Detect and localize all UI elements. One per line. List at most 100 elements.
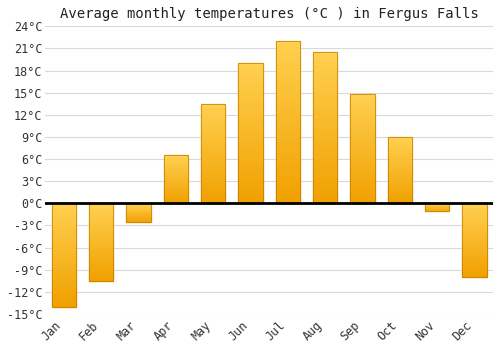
Bar bbox=[164, 198, 188, 199]
Bar bbox=[276, 41, 300, 203]
Bar bbox=[313, 179, 338, 181]
Bar bbox=[238, 152, 262, 154]
Bar bbox=[462, 249, 486, 251]
Bar bbox=[276, 93, 300, 94]
Bar bbox=[462, 251, 486, 253]
Bar bbox=[238, 154, 262, 155]
Bar bbox=[201, 128, 226, 130]
Bar bbox=[201, 196, 226, 198]
Bar bbox=[276, 135, 300, 137]
Bar bbox=[462, 273, 486, 275]
Bar bbox=[89, 231, 114, 233]
Bar bbox=[350, 120, 374, 122]
Bar bbox=[388, 196, 412, 198]
Bar bbox=[276, 142, 300, 144]
Bar bbox=[89, 266, 114, 268]
Bar bbox=[313, 58, 338, 60]
Bar bbox=[350, 153, 374, 155]
Bar bbox=[462, 275, 486, 277]
Bar bbox=[462, 257, 486, 259]
Bar bbox=[313, 111, 338, 113]
Bar bbox=[52, 205, 76, 207]
Bar bbox=[52, 279, 76, 281]
Bar bbox=[313, 115, 338, 117]
Bar bbox=[238, 69, 262, 71]
Bar bbox=[350, 179, 374, 181]
Bar bbox=[388, 168, 412, 170]
Bar bbox=[313, 192, 338, 194]
Bar bbox=[201, 179, 226, 181]
Bar bbox=[313, 135, 338, 137]
Bar bbox=[89, 209, 114, 211]
Bar bbox=[350, 166, 374, 168]
Bar bbox=[350, 136, 374, 139]
Bar bbox=[164, 168, 188, 170]
Bar bbox=[52, 207, 76, 209]
Bar bbox=[238, 141, 262, 142]
Bar bbox=[201, 166, 226, 168]
Bar bbox=[313, 159, 338, 161]
Bar bbox=[313, 65, 338, 67]
Bar bbox=[350, 162, 374, 164]
Bar bbox=[313, 118, 338, 120]
Bar bbox=[388, 148, 412, 150]
Bar bbox=[276, 85, 300, 87]
Bar bbox=[313, 161, 338, 163]
Bar bbox=[201, 152, 226, 154]
Bar bbox=[313, 201, 338, 203]
Bar bbox=[313, 85, 338, 87]
Bar bbox=[350, 161, 374, 162]
Bar bbox=[276, 172, 300, 174]
Bar bbox=[350, 188, 374, 190]
Bar bbox=[276, 198, 300, 199]
Bar bbox=[201, 150, 226, 152]
Bar bbox=[238, 96, 262, 98]
Bar bbox=[52, 222, 76, 224]
Bar bbox=[388, 183, 412, 185]
Bar bbox=[313, 96, 338, 98]
Bar bbox=[238, 117, 262, 118]
Bar bbox=[89, 255, 114, 257]
Bar bbox=[388, 137, 412, 203]
Bar bbox=[350, 164, 374, 166]
Bar bbox=[313, 148, 338, 150]
Bar bbox=[238, 85, 262, 87]
Bar bbox=[201, 104, 226, 106]
Bar bbox=[238, 189, 262, 190]
Bar bbox=[89, 249, 114, 251]
Bar bbox=[350, 100, 374, 101]
Bar bbox=[238, 144, 262, 146]
Bar bbox=[164, 174, 188, 176]
Bar bbox=[164, 199, 188, 201]
Bar bbox=[350, 159, 374, 161]
Bar bbox=[425, 203, 449, 205]
Bar bbox=[313, 60, 338, 61]
Bar bbox=[276, 98, 300, 100]
Bar bbox=[388, 177, 412, 179]
Bar bbox=[164, 194, 188, 196]
Bar bbox=[350, 129, 374, 131]
Bar bbox=[238, 65, 262, 67]
Bar bbox=[52, 259, 76, 260]
Bar bbox=[89, 220, 114, 222]
Bar bbox=[126, 216, 150, 218]
Bar bbox=[89, 229, 114, 231]
Bar bbox=[238, 87, 262, 89]
Bar bbox=[238, 170, 262, 172]
Bar bbox=[52, 244, 76, 246]
Bar bbox=[313, 93, 338, 94]
Bar bbox=[462, 242, 486, 244]
Bar bbox=[276, 130, 300, 131]
Bar bbox=[201, 141, 226, 142]
Bar bbox=[313, 56, 338, 58]
Bar bbox=[313, 61, 338, 63]
Bar bbox=[425, 207, 449, 209]
Bar bbox=[164, 181, 188, 183]
Bar bbox=[276, 76, 300, 78]
Bar bbox=[276, 102, 300, 104]
Bar bbox=[238, 194, 262, 196]
Bar bbox=[201, 181, 226, 183]
Bar bbox=[276, 45, 300, 47]
Bar bbox=[313, 113, 338, 115]
Bar bbox=[276, 194, 300, 196]
